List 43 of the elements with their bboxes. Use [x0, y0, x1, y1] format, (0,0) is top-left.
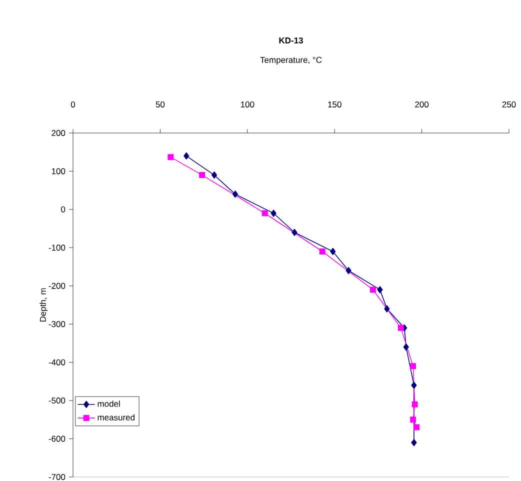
point — [232, 190, 238, 198]
y-tick-label: -100 — [48, 244, 66, 251]
point — [199, 172, 206, 178]
y-tick-label: 200 — [52, 130, 66, 136]
chart-title: KD-13 — [279, 37, 303, 44]
legend-label: measured — [98, 414, 135, 420]
point — [377, 286, 383, 294]
x-axis-title: Temperature, °C — [260, 56, 322, 65]
point — [211, 171, 218, 179]
point — [403, 343, 409, 351]
x-tick-label: 150 — [328, 101, 342, 108]
y-tick-label: -400 — [48, 359, 66, 366]
y-tick-label: 0 — [61, 206, 66, 212]
point — [168, 154, 174, 160]
point — [292, 228, 298, 236]
legend-label: model — [98, 400, 120, 407]
point — [410, 416, 416, 423]
point — [184, 152, 190, 160]
x-tick-label: 200 — [415, 101, 429, 108]
x-tick-label: 250 — [502, 101, 516, 108]
x-tick-label: 50 — [156, 101, 165, 108]
point — [412, 401, 418, 408]
point — [398, 324, 404, 331]
point — [346, 267, 352, 274]
x-tick-label: 0 — [70, 101, 76, 108]
point — [414, 424, 420, 430]
point — [410, 363, 416, 370]
y-axis-title: Depth, m — [40, 288, 48, 322]
point — [262, 210, 268, 216]
point — [411, 439, 417, 446]
point — [411, 382, 417, 389]
y-tick-label: -700 — [48, 474, 66, 480]
y-tick-label: -300 — [48, 321, 66, 328]
point — [270, 210, 276, 217]
x-tick-label: 100 — [240, 101, 254, 108]
point — [370, 286, 376, 293]
y-tick-label: -500 — [48, 398, 66, 404]
point — [384, 305, 390, 312]
y-tick-label: -600 — [48, 436, 66, 442]
y-tick-label: -200 — [48, 282, 66, 289]
point — [319, 248, 326, 254]
point — [330, 248, 336, 256]
y-tick-label: 100 — [52, 168, 66, 174]
